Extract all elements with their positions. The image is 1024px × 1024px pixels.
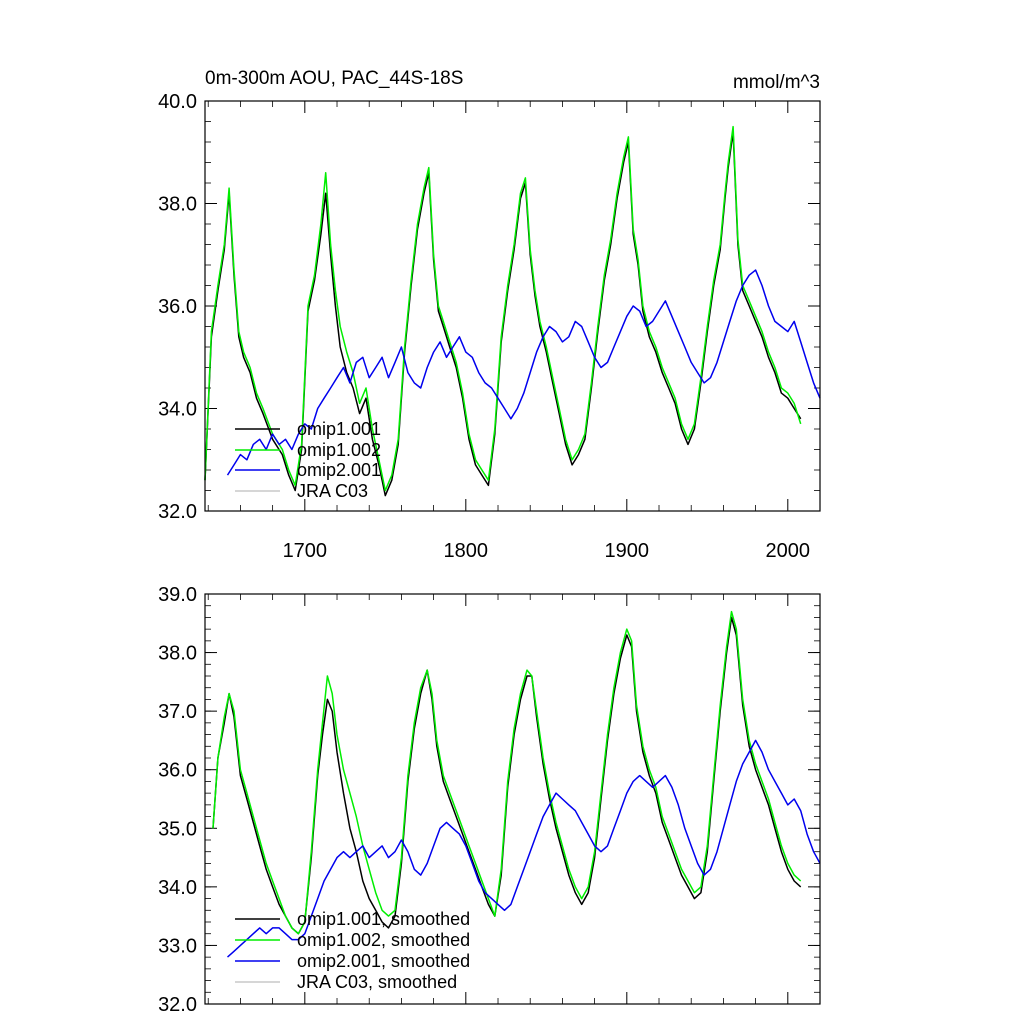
x-tick-label: 2000 bbox=[766, 540, 811, 562]
y-tick-label: 40.0 bbox=[158, 91, 197, 113]
top-legend: omip1.001 omip1.002 omip2.001 JRA C03 bbox=[235, 419, 381, 501]
bottom-chart-axes: 32.0 33.0 34.0 35.0 36.0 37.0 38.0 39.0 bbox=[158, 584, 821, 1016]
bottom-chart-frame bbox=[204, 593, 821, 1005]
bottom-series-omip1-001-smoothed bbox=[212, 616, 802, 935]
y-tick-label: 39.0 bbox=[158, 584, 197, 606]
top-series-omip2-001 bbox=[226, 269, 821, 476]
legend-label-omip1-001-smoothed: omip1.001, smoothed bbox=[297, 909, 470, 929]
y-tick-label: 38.0 bbox=[158, 194, 197, 216]
bottom-chart-series bbox=[212, 610, 821, 958]
top-chart-title: 0m-300m AOU, PAC_44S-18S bbox=[205, 68, 463, 89]
y-tick-label: 34.0 bbox=[158, 399, 197, 421]
bottom-chart: 32.0 33.0 34.0 35.0 36.0 37.0 38.0 39.0 omip1.0… bbox=[158, 584, 821, 1016]
top-chart-units: mmol/m^3 bbox=[733, 72, 820, 93]
legend-label-jra-c03-smoothed: JRA C03, smoothed bbox=[297, 972, 457, 992]
legend-label-omip1-002: omip1.002 bbox=[297, 440, 381, 460]
top-chart-axes: 32.0 34.0 36.0 38.0 40.0 1700 1800 1900 2000 bbox=[158, 91, 821, 562]
x-tick-label: 1700 bbox=[283, 540, 328, 562]
bottom-series-omip2-001-smoothed bbox=[227, 739, 821, 958]
top-chart-frame bbox=[204, 100, 821, 512]
y-tick-label: 36.0 bbox=[158, 760, 197, 782]
y-tick-label: 35.0 bbox=[158, 818, 197, 840]
top-series-omip1-002 bbox=[204, 125, 802, 492]
legend-label-jra-c03: JRA C03 bbox=[297, 481, 368, 501]
y-tick-label: 38.0 bbox=[158, 643, 197, 665]
legend-label-omip2-001: omip2.001 bbox=[297, 460, 381, 480]
y-tick-label: 32.0 bbox=[158, 994, 197, 1016]
y-tick-label: 36.0 bbox=[158, 296, 197, 318]
legend-label-omip2-001-smoothed: omip2.001, smoothed bbox=[297, 951, 470, 971]
x-tick-label: 1800 bbox=[444, 540, 489, 562]
y-tick-label: 33.0 bbox=[158, 935, 197, 957]
top-chart: 0m-300m AOU, PAC_44S-18S mmol/m^3 32.0 34… bbox=[158, 68, 821, 562]
bottom-legend: omip1.001, smoothed omip1.002, smoothed … bbox=[235, 909, 470, 992]
y-tick-label: 32.0 bbox=[158, 501, 197, 523]
y-tick-label: 37.0 bbox=[158, 701, 197, 723]
legend-label-omip1-002-smoothed: omip1.002, smoothed bbox=[297, 930, 470, 950]
bottom-series-omip1-002-smoothed bbox=[212, 610, 802, 935]
legend-label-omip1-001: omip1.001 bbox=[297, 419, 381, 439]
top-chart-series bbox=[204, 125, 821, 497]
x-tick-label: 1900 bbox=[605, 540, 650, 562]
top-series-omip1-001 bbox=[204, 131, 802, 497]
y-tick-label: 34.0 bbox=[158, 877, 197, 899]
